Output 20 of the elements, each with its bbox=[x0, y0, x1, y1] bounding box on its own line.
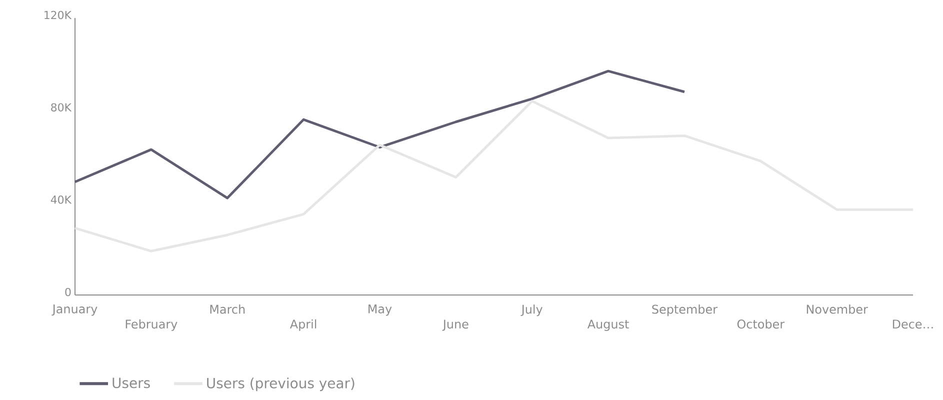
line-series bbox=[74, 70, 686, 200]
x-tick-label: October bbox=[737, 319, 785, 329]
legend-label: Users (previous year) bbox=[207, 378, 354, 392]
x-tick-label: March bbox=[210, 304, 245, 314]
x-tick-label: April bbox=[290, 319, 316, 331]
x-tick-label: May bbox=[368, 304, 392, 316]
x-tick-label: July bbox=[520, 304, 542, 316]
x-tick-label: August bbox=[587, 320, 629, 331]
x-tick-label: November bbox=[806, 304, 868, 314]
x-tick-label: June bbox=[442, 320, 468, 331]
x-tick-label: Dece… bbox=[892, 320, 933, 329]
y-tick-label: 80K bbox=[51, 103, 72, 112]
legend-label: Users bbox=[112, 378, 150, 388]
x-tick-label: February bbox=[126, 319, 178, 331]
y-tick-label: 0 bbox=[65, 288, 71, 296]
y-tick-label: 40K bbox=[50, 196, 72, 204]
x-tick-label: September bbox=[652, 304, 718, 316]
y-tick-label: 120K bbox=[44, 10, 72, 20]
line-series bbox=[74, 100, 914, 252]
x-tick-label: January bbox=[52, 304, 98, 316]
